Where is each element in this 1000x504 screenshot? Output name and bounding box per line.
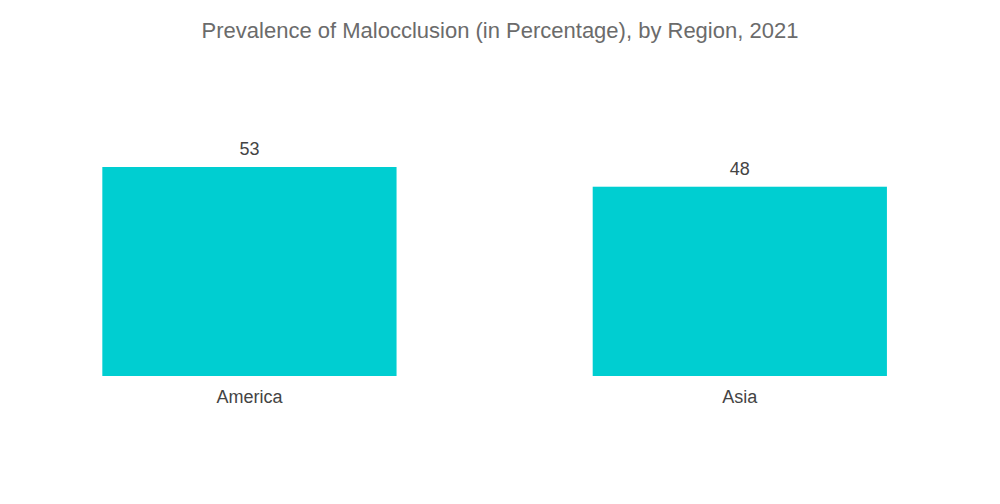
category-label: Asia: [722, 387, 758, 407]
labels: 53 America 48 Asia: [216, 139, 758, 407]
bars: [102, 167, 887, 376]
title: Prevalence of Malocclusion (in Percentag…: [202, 18, 799, 43]
bar: [102, 167, 396, 376]
data-label: 53: [239, 139, 259, 159]
data-label: 48: [730, 159, 750, 179]
chart: Prevalence of Malocclusion (in Percentag…: [0, 0, 1000, 504]
category-label: America: [216, 387, 283, 407]
bar: [593, 187, 887, 376]
